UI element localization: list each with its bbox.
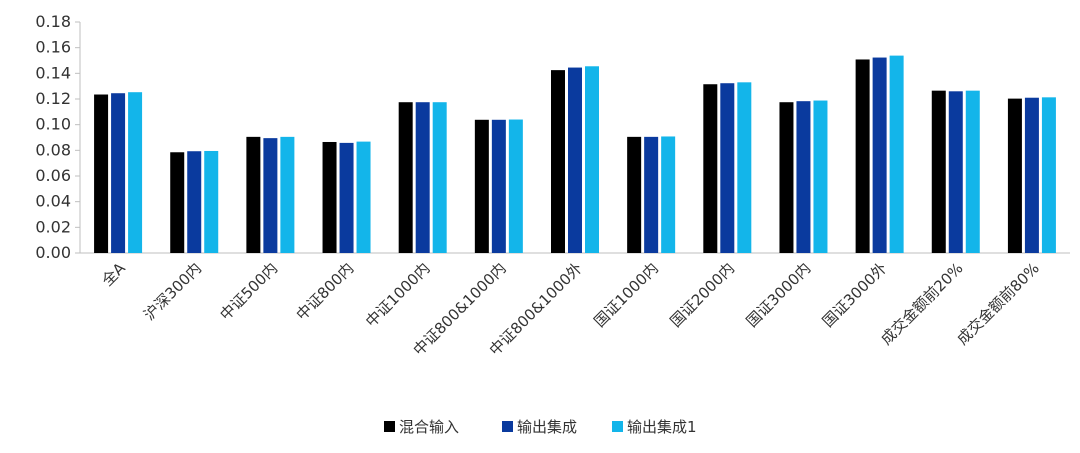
bar-1 bbox=[1007, 98, 1022, 254]
y-tick-label: 0.04 bbox=[35, 192, 71, 211]
category-label: 成交金额前80% bbox=[953, 259, 1042, 348]
legend-label: 输出集成 bbox=[517, 418, 577, 436]
bar-1 bbox=[627, 136, 642, 253]
y-tick-label: 0.00 bbox=[35, 243, 71, 262]
y-tick-label: 0.16 bbox=[35, 38, 71, 57]
bar-3 bbox=[965, 90, 980, 253]
legend-swatch bbox=[384, 421, 395, 432]
bar-1 bbox=[474, 119, 489, 253]
bar-2 bbox=[415, 102, 430, 254]
y-tick-label: 0.06 bbox=[35, 166, 71, 185]
category-label: 国证1000内 bbox=[590, 259, 662, 331]
legend-swatch bbox=[612, 421, 623, 432]
bar-1 bbox=[855, 59, 870, 253]
legend-label: 混合输入 bbox=[399, 418, 459, 436]
y-tick-label: 0.18 bbox=[35, 12, 71, 31]
bar-1 bbox=[551, 70, 565, 254]
bar-2 bbox=[796, 101, 811, 254]
bar-1 bbox=[398, 102, 413, 254]
category-label: 国证3000内 bbox=[743, 259, 815, 331]
bar-3 bbox=[280, 136, 295, 253]
bar-2 bbox=[339, 142, 354, 253]
legend-swatch bbox=[502, 421, 513, 432]
bar-1 bbox=[322, 141, 337, 253]
y-tick-label: 0.14 bbox=[35, 63, 71, 82]
category-label: 中证500内 bbox=[216, 259, 281, 324]
category-label: 中证1000内 bbox=[362, 259, 434, 331]
bar-1 bbox=[94, 94, 109, 253]
category-label: 中证800内 bbox=[293, 259, 358, 324]
bar-2 bbox=[187, 151, 202, 253]
category-label: 全A bbox=[98, 259, 129, 290]
bar-3 bbox=[128, 92, 143, 253]
bar-2 bbox=[568, 67, 582, 253]
bar-2 bbox=[263, 138, 278, 253]
y-tick-label: 0.08 bbox=[35, 140, 71, 159]
bar-3 bbox=[356, 141, 371, 253]
bars bbox=[94, 55, 1056, 254]
bar-2 bbox=[111, 93, 126, 253]
bar-2 bbox=[720, 83, 735, 253]
category-label: 沪深300内 bbox=[140, 259, 205, 324]
category-labels: 全A 沪深300内 中证500内 中证800内 中证1000内中证800&1000内中证… bbox=[98, 259, 1042, 360]
y-tick-label: 0.02 bbox=[35, 217, 71, 236]
bar-2 bbox=[1024, 97, 1039, 253]
y-tick-label: 0.10 bbox=[35, 115, 71, 134]
category-label: 国证2000内 bbox=[667, 259, 739, 331]
bar-1 bbox=[931, 90, 946, 253]
y-axis: 0.00 0.02 0.04 0.06 0.08 0.10 0.12 0.14 0.16 0.18 bbox=[35, 12, 81, 262]
bar-3 bbox=[737, 82, 752, 253]
bar-3 bbox=[889, 55, 904, 254]
bar-2 bbox=[948, 91, 963, 253]
bar-3 bbox=[585, 66, 599, 253]
bar-1 bbox=[170, 152, 185, 253]
bar-1 bbox=[779, 102, 794, 254]
bar-1 bbox=[246, 136, 261, 253]
bar-3 bbox=[432, 102, 447, 254]
bar-3 bbox=[1041, 97, 1056, 253]
bar-1 bbox=[703, 84, 718, 254]
category-label: 国证3000外 bbox=[819, 259, 891, 331]
legend-label: 输出集成1 bbox=[627, 418, 697, 436]
bar-3 bbox=[661, 136, 676, 253]
y-tick-label: 0.12 bbox=[35, 89, 71, 108]
legend: 混合输入 输出集成 输出集成1 bbox=[384, 418, 697, 436]
bar-3 bbox=[813, 100, 828, 253]
bar-3 bbox=[508, 119, 523, 253]
bar-2 bbox=[644, 136, 659, 253]
bar-2 bbox=[491, 119, 506, 253]
bar-3 bbox=[204, 150, 219, 253]
bar-2 bbox=[872, 57, 887, 253]
